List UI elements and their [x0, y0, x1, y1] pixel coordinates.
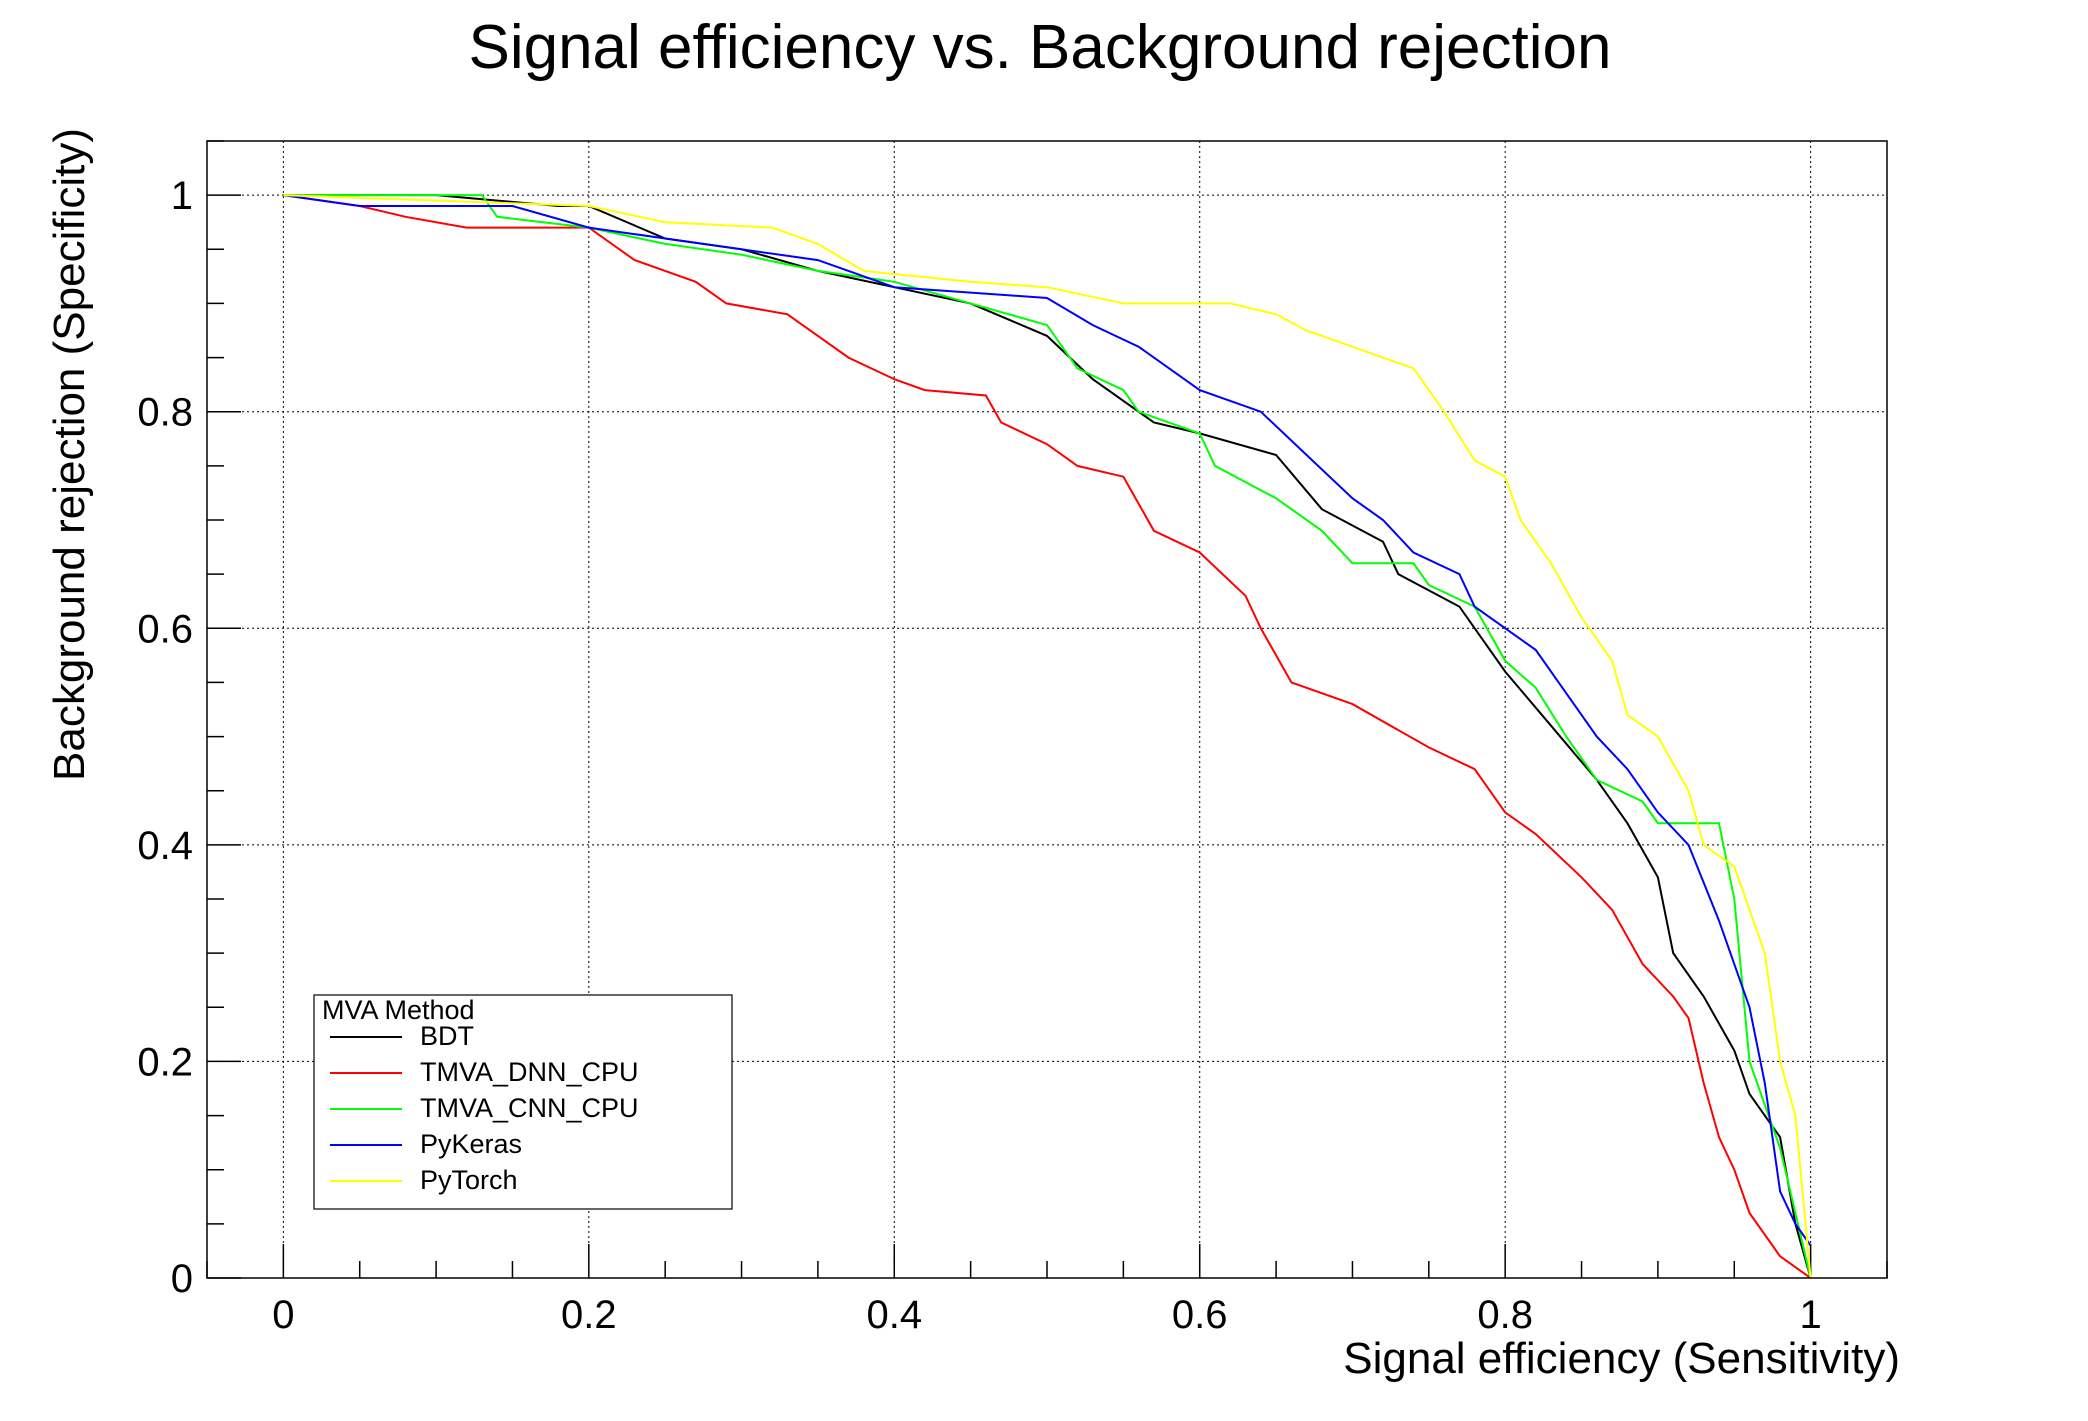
legend-label: TMVA_CNN_CPU	[420, 1093, 639, 1123]
legend-label: PyTorch	[420, 1165, 518, 1195]
roc-curve-tmva-dnn-cpu	[283, 194, 1812, 1279]
x-tick-label: 0.6	[1172, 1293, 1228, 1337]
x-tick-label: 0.8	[1477, 1293, 1533, 1337]
legend-box	[313, 994, 733, 1210]
legend-label: TMVA_DNN_CPU	[420, 1057, 639, 1087]
roc-curve-pytorch	[283, 194, 1812, 1279]
curves	[283, 194, 1812, 1279]
y-tick-label: 0.4	[137, 824, 193, 868]
axis-ticks: 0 0.2 0.4 0.6 0.8 1 0 0.2 0.4 0.6 0.8 1	[137, 140, 1888, 1337]
y-tick-label: 1	[171, 174, 193, 218]
x-axis-label: Signal efficiency (Sensitivity)	[1343, 1334, 1900, 1383]
legend-label: PyKeras	[420, 1129, 522, 1159]
plot-frame	[206, 140, 1888, 1279]
x-tick-label: 1	[1800, 1293, 1822, 1337]
y-tick-label: 0.2	[137, 1040, 193, 1084]
y-tick-label: 0.8	[137, 391, 193, 435]
chart-title: Signal efficiency vs. Background rejecti…	[468, 13, 1611, 82]
y-axis-label: Background rejection (Specificity)	[45, 128, 94, 781]
legend-label: BDT	[420, 1021, 474, 1051]
x-tick-label: 0.2	[561, 1293, 617, 1337]
x-tick-label: 0	[272, 1293, 294, 1337]
y-tick-label: 0	[171, 1257, 193, 1301]
legend-title: MVA Method	[322, 995, 475, 1025]
roc-curve-pykeras	[283, 194, 1812, 1247]
x-tick-label: 0.4	[866, 1293, 922, 1337]
legend: MVA Method BDT TMVA_DNN_CPU TMVA_CNN_CPU Py…	[313, 994, 733, 1210]
y-tick-label: 0.6	[137, 607, 193, 651]
